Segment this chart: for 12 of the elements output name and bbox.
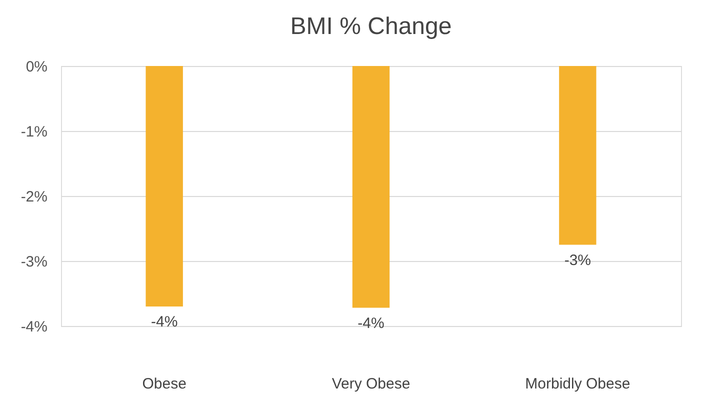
x-tick-label: Obese — [142, 376, 186, 392]
data-label: -4% — [358, 314, 384, 332]
y-tick-label: -4% — [20, 318, 48, 336]
y-tick-label: -2% — [20, 188, 48, 206]
data-label: -3% — [564, 252, 592, 269]
data-label: -4% — [150, 314, 178, 330]
x-tick-label: Very Obese — [332, 376, 410, 392]
y-tick-label: -3% — [20, 254, 48, 270]
y-tick-label: 0% — [26, 58, 48, 76]
y-tick-label: -1% — [20, 124, 48, 140]
chart-title: BMI % Change — [290, 13, 452, 40]
x-tick-label: Morbidly Obese — [525, 376, 630, 392]
